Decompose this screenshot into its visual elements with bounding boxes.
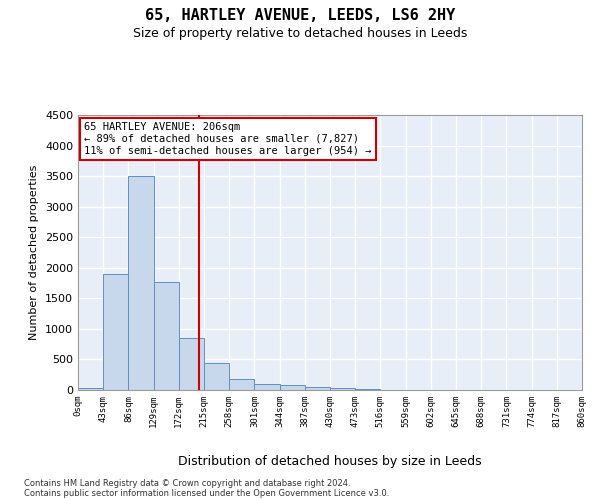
Bar — [330, 388, 355, 390]
Text: Size of property relative to detached houses in Leeds: Size of property relative to detached ho… — [133, 28, 467, 40]
Y-axis label: Number of detached properties: Number of detached properties — [29, 165, 40, 340]
Text: 65, HARTLEY AVENUE, LEEDS, LS6 2HY: 65, HARTLEY AVENUE, LEEDS, LS6 2HY — [145, 8, 455, 22]
Text: Contains HM Land Registry data © Crown copyright and database right 2024.: Contains HM Land Registry data © Crown c… — [24, 478, 350, 488]
Bar — [204, 362, 229, 390]
Bar — [254, 384, 280, 390]
Bar — [355, 389, 380, 390]
Text: Contains public sector information licensed under the Open Government Licence v3: Contains public sector information licen… — [24, 488, 389, 498]
Bar — [280, 386, 305, 390]
Bar — [229, 380, 254, 390]
Bar — [154, 282, 179, 390]
Text: Distribution of detached houses by size in Leeds: Distribution of detached houses by size … — [178, 454, 482, 468]
Bar — [128, 176, 154, 390]
Bar — [305, 386, 330, 390]
Bar — [103, 274, 128, 390]
Bar — [78, 388, 103, 390]
Bar — [179, 338, 204, 390]
Text: 65 HARTLEY AVENUE: 206sqm
← 89% of detached houses are smaller (7,827)
11% of se: 65 HARTLEY AVENUE: 206sqm ← 89% of detac… — [84, 122, 371, 156]
